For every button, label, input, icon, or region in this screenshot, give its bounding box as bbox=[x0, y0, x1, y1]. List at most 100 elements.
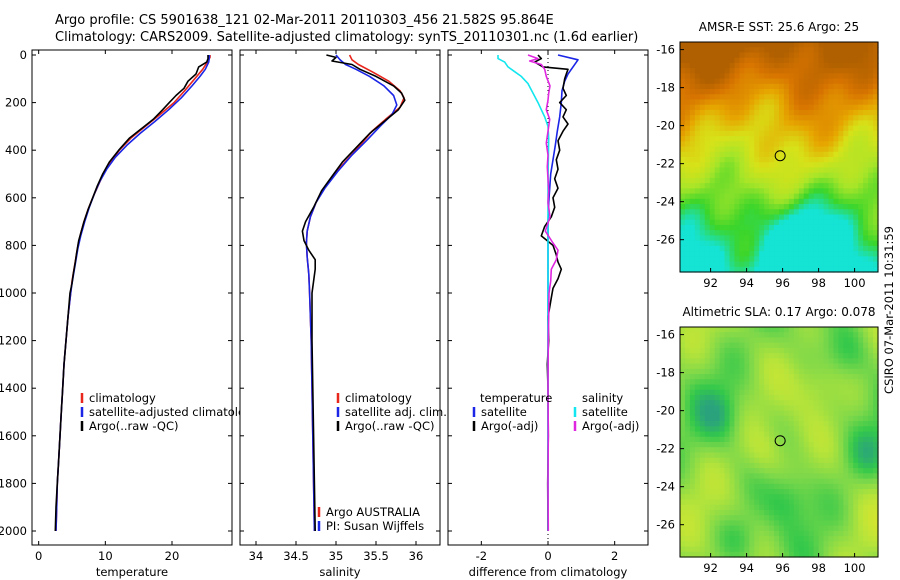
sla-heatmap-cell bbox=[694, 551, 701, 558]
sla-heatmap-cell bbox=[724, 394, 731, 401]
sst-heatmap-cell bbox=[754, 68, 760, 74]
sla-heatmap-cell bbox=[779, 551, 785, 558]
sst-heatmap-cell bbox=[724, 251, 731, 257]
sst-heatmap-cell bbox=[793, 240, 800, 247]
sla-heatmap-cell bbox=[714, 342, 721, 349]
sst-heatmap-cell bbox=[680, 188, 686, 195]
sla-heatmap-cell bbox=[863, 415, 869, 422]
sla-heatmap-cell bbox=[689, 457, 696, 464]
sst-heatmap-cell bbox=[853, 204, 859, 210]
sla-heatmap-cell bbox=[803, 389, 810, 396]
sla-heatmap-cell bbox=[793, 536, 800, 542]
sla-heatmap-cell bbox=[754, 478, 760, 485]
sla-heatmap-cell bbox=[813, 499, 820, 506]
sla-heatmap-cell bbox=[833, 468, 839, 474]
sst-heatmap-cell bbox=[704, 256, 711, 263]
sst-heatmap-cell bbox=[818, 109, 825, 116]
sst-heatmap-cell bbox=[779, 83, 785, 90]
sst-heatmap-cell bbox=[858, 94, 864, 101]
sst-heatmap-cell bbox=[709, 47, 716, 54]
sst-heatmap-cell bbox=[848, 104, 854, 111]
sla-heatmap-cell bbox=[709, 327, 716, 333]
sst-heatmap-cell bbox=[719, 42, 726, 48]
sla-heatmap-cell bbox=[843, 389, 849, 396]
sst-heatmap-cell bbox=[793, 125, 800, 132]
sla-heatmap-cell bbox=[853, 379, 859, 386]
sla-heatmap-cell bbox=[709, 457, 716, 464]
sla-heatmap-cell bbox=[774, 400, 780, 407]
sst-heatmap-cell bbox=[823, 68, 830, 74]
sla-heatmap-cell bbox=[684, 499, 691, 506]
sla-heatmap-cell bbox=[714, 426, 721, 433]
sla-heatmap-cell bbox=[873, 394, 879, 401]
sst-heatmap-cell bbox=[744, 204, 750, 210]
sst-heatmap-cell bbox=[774, 266, 780, 273]
sst-heatmap-cell bbox=[684, 42, 691, 48]
sla-heatmap-cell bbox=[833, 389, 839, 396]
sla-heatmap-cell bbox=[873, 426, 879, 433]
sst-heatmap-cell bbox=[764, 115, 770, 122]
sla-heatmap-cell bbox=[808, 551, 815, 558]
sla-heatmap-cell bbox=[719, 541, 726, 548]
sla-heatmap-cell bbox=[694, 353, 701, 359]
sla-heatmap-cell bbox=[788, 551, 795, 558]
sla-heatmap-cell bbox=[704, 520, 711, 527]
sst-heatmap-cell bbox=[719, 188, 726, 195]
sla-heatmap-cell bbox=[694, 483, 701, 490]
sla-heatmap-cell bbox=[833, 374, 839, 380]
sst-heatmap-cell bbox=[793, 83, 800, 90]
sst-heatmap-cell bbox=[868, 183, 874, 189]
sst-heatmap-cell bbox=[868, 224, 874, 231]
sst-heatmap-cell bbox=[853, 177, 859, 184]
sla-heatmap-cell bbox=[853, 342, 859, 349]
sst-heatmap-cell bbox=[843, 141, 849, 148]
sla-heatmap-cell bbox=[694, 546, 701, 553]
sla-heatmap-cell bbox=[719, 332, 726, 339]
sla-heatmap-cell bbox=[858, 525, 864, 532]
sst-heatmap-cell bbox=[843, 230, 849, 237]
sla-heatmap-cell bbox=[818, 405, 825, 412]
sla-heatmap-cell bbox=[793, 452, 800, 459]
sla-heatmap-cell bbox=[769, 442, 775, 448]
sla-heatmap-cell bbox=[843, 525, 849, 532]
sla-heatmap-cell bbox=[798, 332, 805, 339]
pi-annotation-text: PI: Susan Wijffels bbox=[326, 519, 424, 533]
sst-heatmap-cell bbox=[818, 125, 825, 132]
sst-heatmap-cell bbox=[749, 235, 755, 242]
sla-heatmap-cell bbox=[719, 536, 726, 542]
sla-heatmap-cell bbox=[798, 384, 805, 391]
sst-heatmap-cell bbox=[793, 120, 800, 127]
sla-heatmap-cell bbox=[699, 436, 706, 443]
sla-heatmap-cell bbox=[724, 384, 731, 391]
sst-heatmap-cell bbox=[868, 172, 874, 179]
sst-heatmap-cell bbox=[788, 104, 795, 111]
sst-heatmap-cell bbox=[694, 214, 701, 221]
sst-heatmap-cell bbox=[828, 99, 835, 106]
sla-heatmap-cell bbox=[803, 520, 810, 527]
sst-heatmap-cell bbox=[788, 204, 795, 210]
sla-heatmap-cell bbox=[803, 436, 810, 443]
sla-heatmap-cell bbox=[788, 536, 795, 542]
sst-heatmap-cell bbox=[734, 68, 740, 74]
sst-heatmap-cell bbox=[719, 73, 726, 80]
sst-heatmap-cell bbox=[719, 146, 726, 153]
sst-heatmap-cell bbox=[828, 109, 835, 116]
sst-heatmap-cell bbox=[828, 167, 835, 174]
sst-heatmap-cell bbox=[704, 266, 711, 273]
sst-heatmap-cell bbox=[798, 115, 805, 122]
sst-heatmap-cell bbox=[764, 251, 770, 257]
sla-heatmap-cell bbox=[719, 353, 726, 359]
sst-heatmap-cell bbox=[749, 214, 755, 221]
sla-heatmap-cell bbox=[704, 358, 711, 365]
sla-heatmap-cell bbox=[798, 504, 805, 511]
sla-heatmap-cell bbox=[813, 384, 820, 391]
sla-heatmap-cell bbox=[779, 494, 785, 501]
sla-heatmap-cell bbox=[853, 415, 859, 422]
sla-heatmap-cell bbox=[798, 358, 805, 365]
sla-heatmap-cell bbox=[798, 546, 805, 553]
sst-heatmap-cell bbox=[764, 209, 770, 216]
sst-heatmap-cell bbox=[828, 151, 835, 158]
sst-heatmap-cell bbox=[788, 266, 795, 273]
sla-heatmap-cell bbox=[684, 473, 691, 480]
sst-heatmap-cell bbox=[793, 162, 800, 169]
